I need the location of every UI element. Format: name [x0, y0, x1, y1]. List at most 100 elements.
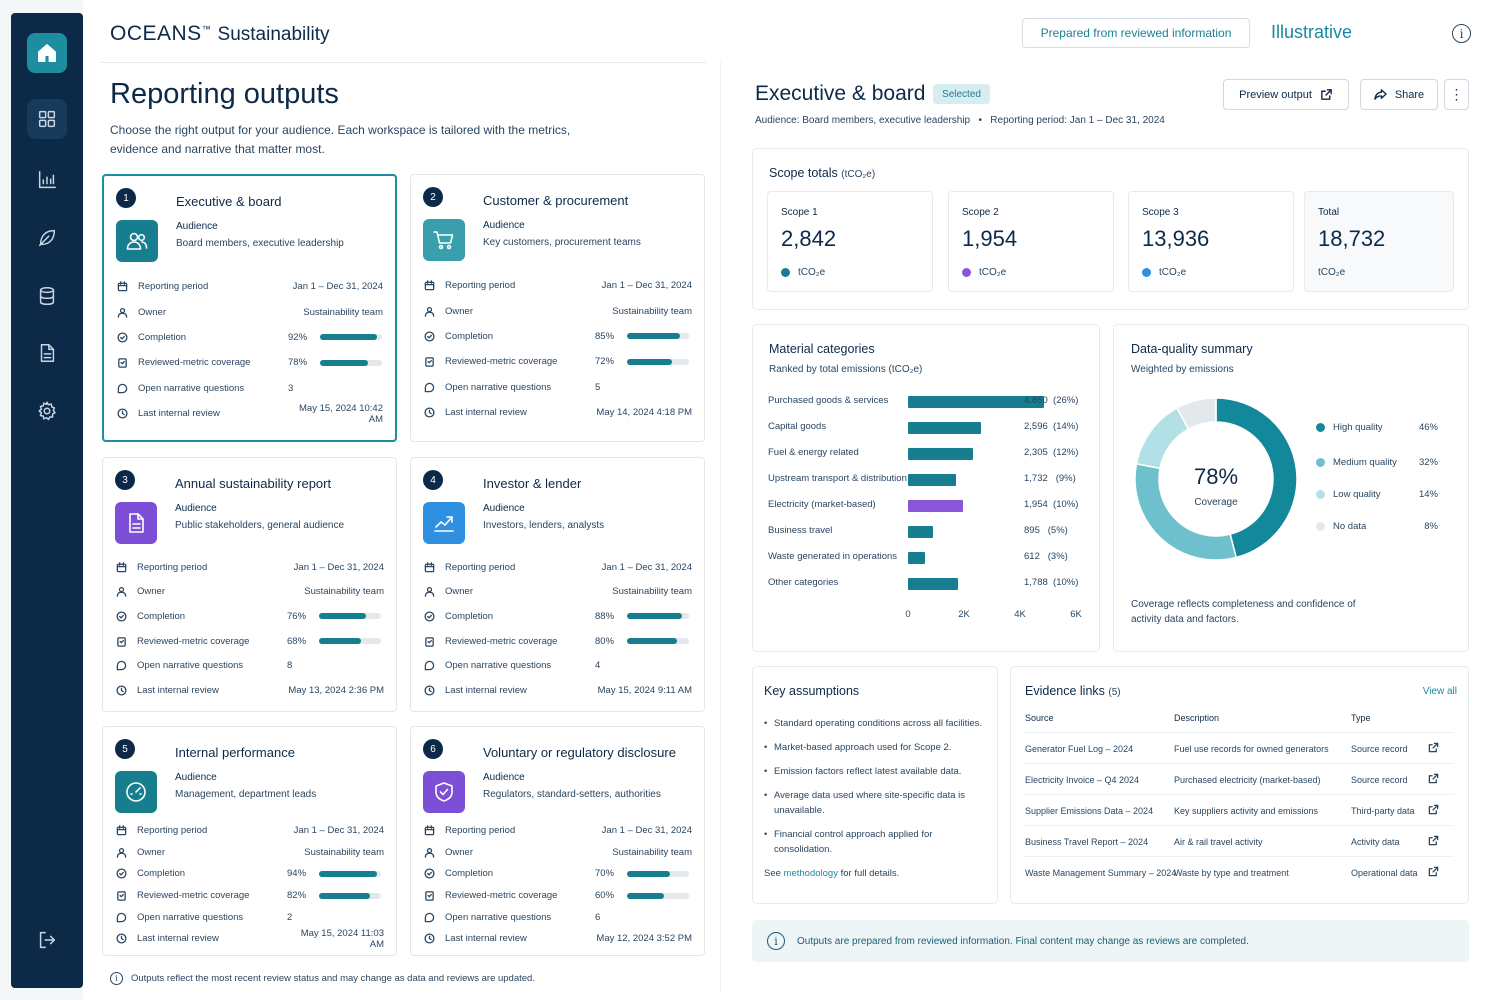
- evidence-row[interactable]: Waste Management Summary – 2024 Waste by…: [1024, 856, 1454, 887]
- scope-label: Scope 2: [962, 207, 999, 218]
- external-link-icon[interactable]: [1428, 804, 1439, 815]
- owner-label: Owner: [445, 846, 473, 858]
- card-row-questions: Open narrative questions 4: [423, 653, 692, 678]
- coverage-bar: [627, 892, 689, 899]
- nav-settings[interactable]: [27, 391, 67, 431]
- owner-value: Sustainability team: [612, 586, 692, 598]
- card-row-coverage: Reviewed-metric coverage 78%: [116, 350, 383, 375]
- legend-swatch: [1316, 522, 1325, 531]
- nav-sustainability[interactable]: [27, 218, 67, 258]
- chat-icon: [115, 911, 127, 923]
- logout-icon: [39, 931, 56, 949]
- category-label: Waste generated in operations: [768, 551, 898, 562]
- card-row-coverage: Reviewed-metric coverage 82%: [115, 885, 384, 907]
- legend-swatch: [1316, 490, 1325, 499]
- clipboard-icon: [423, 356, 435, 368]
- evidence-row[interactable]: Business Travel Report – 2024 Air & rail…: [1024, 825, 1454, 856]
- audience-value: Public stakeholders, general audience: [175, 520, 344, 531]
- data-quality-subtitle: Weighted by emissions: [1131, 364, 1234, 375]
- clock-icon: [423, 407, 435, 419]
- legend-label: High quality: [1333, 422, 1383, 433]
- output-card[interactable]: 2 Customer & procurement Audience Key cu…: [410, 174, 705, 442]
- chat-icon: [423, 911, 435, 923]
- scope-1-dot: [781, 268, 790, 277]
- clock-icon: [115, 684, 127, 696]
- coverage-percent: 68%: [287, 635, 307, 647]
- more-options-button[interactable]: ⋮: [1444, 79, 1469, 110]
- category-value: 2,305 (12%): [1024, 447, 1079, 458]
- preview-output-label: Preview output: [1239, 88, 1312, 101]
- scope-totals-heading: Scope totals: [769, 166, 838, 180]
- nav-outputs[interactable]: [27, 99, 67, 139]
- completion-label: Completion: [138, 331, 187, 343]
- card-row-period: Reporting period Jan 1 – Dec 31, 2024: [116, 274, 383, 299]
- completion-bar: [319, 613, 381, 620]
- nav-documents[interactable]: [27, 333, 67, 373]
- card-row-review: Last internal review May 13, 2024 2:36 PM: [115, 678, 384, 703]
- questions-label: Open narrative questions: [137, 911, 244, 923]
- coverage-bar: [627, 358, 689, 365]
- external-link-icon[interactable]: [1428, 742, 1439, 753]
- output-card[interactable]: 1 Executive & board Audience Board membe…: [102, 174, 397, 442]
- external-link-icon[interactable]: [1428, 835, 1439, 846]
- evidence-row[interactable]: Supplier Emissions Data – 2024 Key suppl…: [1024, 794, 1454, 825]
- card-number: 2: [423, 187, 443, 207]
- data-quality-panel: Data-quality summary Weighted by emissio…: [1113, 324, 1469, 652]
- coverage-bar: [627, 638, 689, 645]
- owner-label: Owner: [138, 306, 166, 318]
- output-card[interactable]: 6 Voluntary or regulatory disclosure Aud…: [410, 726, 705, 956]
- category-value: 612 (3%): [1024, 551, 1068, 562]
- methodology-link[interactable]: methodology: [783, 868, 838, 879]
- category-label: Business travel: [768, 525, 833, 536]
- questions-count: 5: [595, 381, 601, 393]
- chart-icon: [38, 171, 56, 189]
- external-link-icon[interactable]: [1428, 866, 1439, 877]
- card-row-owner: Owner Sustainability team: [116, 299, 383, 324]
- nav-logout[interactable]: [27, 920, 67, 960]
- cart-icon: [433, 231, 454, 250]
- category-bar: [908, 448, 973, 460]
- card-row-questions: Open narrative questions 3: [116, 376, 383, 401]
- evidence-source: Generator Fuel Log – 2024: [1025, 744, 1134, 754]
- coverage-label: Reviewed-metric coverage: [137, 890, 250, 902]
- preview-output-button[interactable]: Preview output: [1223, 79, 1349, 110]
- nav-data[interactable]: [27, 276, 67, 316]
- period-label: Reporting period: [445, 280, 516, 292]
- scope-value: 2,842: [781, 226, 837, 251]
- material-category-row: Waste generated in operations 612 (3%): [768, 551, 1088, 565]
- scope-totals-title: Scope totals (tCO₂e): [769, 166, 875, 180]
- calendar-icon: [116, 281, 128, 293]
- external-link-icon[interactable]: [1428, 773, 1439, 784]
- card-row-coverage: Reviewed-metric coverage 80%: [423, 629, 692, 654]
- owner-value: Sustainability team: [303, 306, 383, 318]
- output-card[interactable]: 4 Investor & lender Audience Investors, …: [410, 457, 705, 712]
- evidence-row[interactable]: Generator Fuel Log – 2024 Fuel use recor…: [1024, 732, 1454, 763]
- nav-home[interactable]: [27, 33, 67, 73]
- owner-value: Sustainability team: [612, 846, 692, 858]
- evidence-source: Business Travel Report – 2024: [1025, 837, 1149, 847]
- completion-bar: [627, 333, 689, 340]
- audience-label: Audience: [483, 772, 525, 783]
- material-categories-panel: Material categories Ranked by total emis…: [752, 324, 1100, 652]
- card-title: Internal performance: [175, 745, 295, 760]
- output-card[interactable]: 3 Annual sustainability report Audience …: [102, 457, 397, 712]
- legend-label: Medium quality: [1333, 457, 1397, 468]
- card-number: 4: [423, 470, 443, 490]
- selected-badge: Selected: [933, 84, 990, 104]
- period-value: Jan 1 – Dec 31, 2024: [292, 281, 383, 293]
- card-row-completion: Completion 88%: [423, 604, 692, 629]
- clipboard-icon: [423, 890, 435, 902]
- completion-label: Completion: [137, 610, 186, 622]
- card-title: Customer & procurement: [483, 193, 629, 208]
- share-button[interactable]: Share: [1360, 79, 1438, 110]
- view-all-link[interactable]: View all: [1422, 686, 1457, 697]
- nav-analytics[interactable]: [27, 160, 67, 200]
- x-axis-tick: 4K: [1014, 609, 1026, 620]
- info-icon[interactable]: i: [1452, 24, 1471, 43]
- completion-label: Completion: [445, 610, 494, 622]
- category-label: Upstream transport & distribution: [768, 473, 907, 484]
- category-bar: [908, 552, 926, 564]
- evidence-row[interactable]: Electricity Invoice – Q4 2024 Purchased …: [1024, 763, 1454, 794]
- review-notice-text: Outputs are prepared from reviewed infor…: [797, 935, 1249, 947]
- output-card[interactable]: 5 Internal performance Audience Manageme…: [102, 726, 397, 956]
